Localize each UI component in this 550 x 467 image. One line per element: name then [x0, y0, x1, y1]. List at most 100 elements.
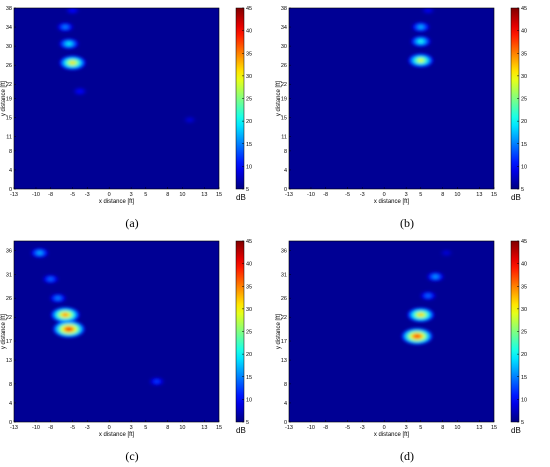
caption-b: (b) [400, 216, 414, 230]
heatmap-hotspot [30, 247, 49, 258]
y-tick-label: 34 [281, 25, 287, 31]
x-tick-label: -8 [48, 425, 53, 431]
hotspot-layer [414, 334, 420, 338]
x-tick-label: 8 [441, 425, 444, 431]
heatmap-background [14, 8, 219, 189]
heatmap-hotspot [183, 116, 196, 124]
colorbar-tick-label: 40 [521, 29, 527, 35]
x-tick-label: 0 [108, 192, 111, 198]
hotspot-layer [62, 313, 68, 317]
colorbar-unit-label: dB [511, 426, 521, 435]
heatmap-hotspot [410, 35, 431, 47]
x-tick-label: -10 [32, 192, 40, 198]
y-tick-label: 0 [284, 187, 287, 193]
y-tick-label: 8 [9, 149, 12, 155]
hotspot-layer [419, 26, 423, 28]
heatmap-hotspot [50, 307, 80, 323]
colorbar-tick-label: 5 [246, 187, 249, 193]
heatmap-hotspot [401, 327, 433, 345]
y-tick-label: 0 [9, 187, 12, 193]
x-tick-label: 5 [144, 425, 147, 431]
heatmap-background [289, 8, 494, 189]
y-tick-label: 26 [281, 296, 287, 302]
hotspot-layer [434, 275, 437, 278]
y-tick-label: 26 [281, 63, 287, 69]
plot-frame [288, 240, 495, 423]
x-tick-label: 0 [383, 425, 386, 431]
heatmap-hotspot [65, 8, 80, 15]
hotspot-layer [56, 297, 60, 299]
x-tick-label: 15 [491, 192, 497, 198]
x-tick-label: -3 [360, 192, 365, 198]
caption-d: (d) [400, 449, 414, 463]
x-axis-label: x distance [ft] [99, 432, 135, 438]
x-tick-label: 8 [166, 425, 169, 431]
x-tick-label: 3 [405, 425, 408, 431]
colorbar-tick-label: 30 [521, 74, 527, 80]
x-tick-label: 8 [441, 192, 444, 198]
y-tick-label: 19 [281, 97, 287, 103]
colorbar-tick-label: 45 [246, 239, 252, 245]
colorbar-tick-label: 35 [521, 284, 527, 290]
y-tick-label: 22 [281, 315, 287, 321]
y-tick-label: 17 [281, 339, 287, 345]
y-tick-label: 4 [284, 168, 287, 174]
y-tick-label: 8 [284, 382, 287, 388]
x-tick-label: -5 [70, 192, 75, 198]
y-tick-label: 15 [6, 116, 12, 122]
colorbar-tick-label: 40 [521, 262, 527, 268]
y-axis-label: y distance [ft] [276, 80, 282, 116]
x-tick-label: -5 [345, 192, 350, 198]
y-tick-label: 31 [281, 272, 287, 278]
heatmap-panel-a: -13 -10 -8 -5 -3 0 3 5 8 10 13 15 0 4 8 11 15 19 22 26 30 34 3… [0, 0, 275, 233]
x-tick-label: -8 [323, 192, 328, 198]
y-tick-label: 36 [281, 249, 287, 255]
colorbar-tick-label: 40 [246, 262, 252, 268]
heatmap-chart-a: -13 -10 -8 -5 -3 0 3 5 8 10 13 15048111519222630343… [1, 6, 252, 205]
colorbar-tick-label: 10 [521, 397, 527, 403]
y-tick-label: 13 [281, 358, 287, 364]
x-tick-label: -10 [32, 425, 40, 431]
colorbar-tick-label: 15 [246, 375, 252, 381]
caption-c: (c) [125, 449, 139, 463]
hotspot-layer [155, 380, 158, 383]
x-axis-label: x distance [ft] [99, 199, 135, 205]
y-tick-label: 38 [281, 6, 287, 12]
caption-a: (a) [125, 216, 139, 230]
hotspot-layer [418, 313, 423, 317]
x-tick-label: 10 [179, 425, 185, 431]
x-tick-label: 13 [476, 192, 482, 198]
y-tick-label: 26 [6, 296, 12, 302]
hotspot-layer [188, 119, 191, 121]
x-tick-label: 0 [383, 192, 386, 198]
y-tick-label: 22 [6, 82, 12, 88]
heatmap-hotspot [59, 38, 79, 50]
colorbar-tick-label: 10 [246, 164, 252, 170]
heatmap-hotspot [407, 307, 435, 323]
hotspot-layer [63, 26, 67, 28]
heatmap-hotspot [420, 291, 437, 301]
x-tick-label: 3 [405, 192, 408, 198]
x-axis-label: x distance [ft] [374, 432, 410, 438]
x-tick-label: 13 [476, 425, 482, 431]
x-tick-label: 10 [454, 192, 460, 198]
colorbar-unit-label: dB [511, 193, 521, 202]
x-tick-label: 15 [216, 425, 222, 431]
colorbar-tick-label: 20 [246, 119, 252, 125]
heatmap-hotspot [411, 22, 430, 33]
y-tick-label: 0 [284, 420, 287, 426]
heatmap-background [289, 241, 494, 422]
y-tick-label: 22 [281, 82, 287, 88]
y-tick-label: 26 [6, 63, 12, 69]
x-tick-label: -5 [345, 425, 350, 431]
heatmap-background [14, 241, 219, 422]
colorbar-unit-label: dB [236, 426, 246, 435]
x-tick-label: -3 [85, 425, 90, 431]
heatmap-panel-c: -13 -10 -8 -5 -3 0 3 5 8 10 13 15 0 4 8 13 17 22 26 31 36 x d… [0, 233, 275, 466]
heatmap-hotspot [149, 377, 165, 386]
heatmap-hotspot [42, 274, 59, 284]
y-tick-label: 0 [9, 420, 12, 426]
colorbar-tick-label: 45 [246, 6, 252, 12]
heatmap-hotspot [53, 320, 85, 338]
x-tick-label: 15 [491, 425, 497, 431]
